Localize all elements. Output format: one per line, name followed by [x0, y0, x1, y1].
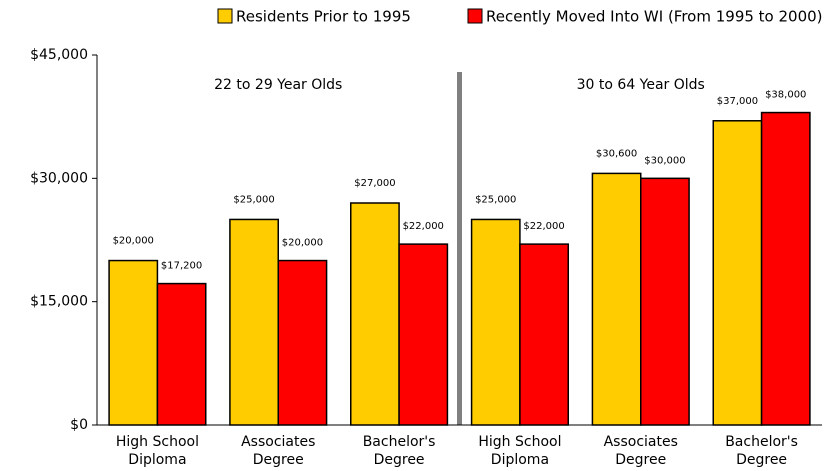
value-label: $20,000	[113, 236, 154, 247]
x-tick-label: Degree	[615, 452, 666, 468]
bar	[519, 243, 570, 426]
bar	[108, 259, 159, 426]
x-tick-label: Diploma	[491, 452, 549, 468]
legend-swatch	[467, 8, 483, 24]
y-tick-label: $0	[70, 417, 88, 433]
value-label: $37,000	[717, 96, 758, 107]
y-tick-label: $15,000	[30, 294, 88, 310]
value-label: $20,000	[282, 238, 323, 249]
bar	[712, 120, 763, 426]
bar	[591, 172, 642, 426]
value-label: $22,000	[523, 221, 564, 232]
x-tick-label: Degree	[253, 452, 304, 468]
bar	[470, 218, 521, 426]
x-tick-label: Associates	[241, 434, 315, 450]
x-tick-label: Bachelor's	[363, 434, 436, 450]
value-label: $38,000	[765, 90, 806, 101]
x-tick-label: Bachelor's	[725, 434, 798, 450]
bar	[398, 243, 449, 426]
bar	[760, 111, 811, 426]
value-label: $25,000	[233, 194, 274, 205]
x-tick-label: Degree	[736, 452, 787, 468]
group-label: 22 to 29 Year Olds	[214, 77, 342, 93]
x-tick-label: Degree	[374, 452, 425, 468]
value-label: $25,000	[475, 194, 516, 205]
legend-label: Residents Prior to 1995	[236, 8, 411, 26]
legend-swatch	[217, 8, 233, 24]
x-tick-label: High School	[116, 434, 199, 450]
y-tick-label: $30,000	[30, 170, 88, 186]
value-label: $27,000	[354, 178, 395, 189]
legend-label: Recently Moved Into WI (From 1995 to 200…	[486, 8, 823, 26]
x-tick-label: Associates	[604, 434, 678, 450]
bar	[156, 282, 207, 426]
value-label: $30,000	[644, 155, 685, 166]
y-tick-label: $45,000	[30, 47, 88, 63]
x-tick-label: High School	[478, 434, 561, 450]
group-label: 30 to 64 Year Olds	[577, 77, 705, 93]
bar	[640, 177, 690, 426]
x-tick-label: Diploma	[128, 452, 186, 468]
value-label: $17,200	[161, 261, 202, 272]
bar	[277, 259, 328, 426]
value-label: $30,600	[596, 148, 637, 159]
value-label: $22,000	[403, 221, 444, 232]
bar	[350, 202, 400, 426]
bar	[229, 218, 280, 426]
